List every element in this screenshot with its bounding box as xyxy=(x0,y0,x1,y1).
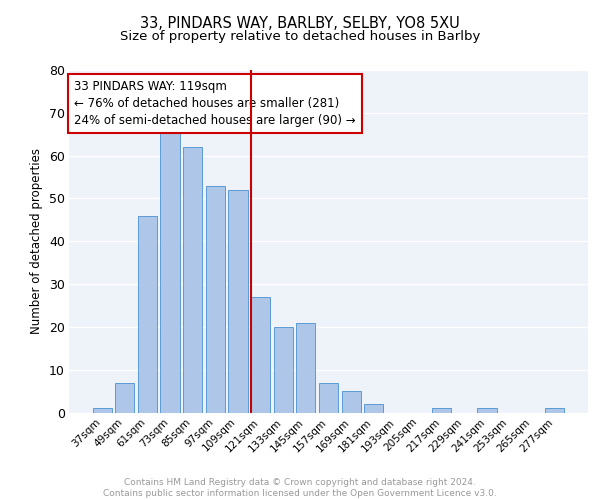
Bar xyxy=(341,391,361,412)
Text: Contains HM Land Registry data © Crown copyright and database right 2024.
Contai: Contains HM Land Registry data © Crown c… xyxy=(103,478,497,498)
Text: 33 PINDARS WAY: 119sqm
← 76% of detached houses are smaller (281)
24% of semi-de: 33 PINDARS WAY: 119sqm ← 76% of detached… xyxy=(74,80,356,128)
Bar xyxy=(432,408,451,412)
Bar xyxy=(92,408,112,412)
Bar xyxy=(251,297,270,412)
Bar xyxy=(296,322,316,412)
Bar xyxy=(229,190,248,412)
Bar xyxy=(183,147,202,412)
Text: Size of property relative to detached houses in Barlby: Size of property relative to detached ho… xyxy=(120,30,480,43)
Bar xyxy=(319,382,338,412)
Bar xyxy=(115,382,134,412)
Bar xyxy=(545,408,565,412)
Bar xyxy=(274,327,293,412)
Bar xyxy=(206,186,225,412)
Text: 33, PINDARS WAY, BARLBY, SELBY, YO8 5XU: 33, PINDARS WAY, BARLBY, SELBY, YO8 5XU xyxy=(140,16,460,31)
Bar xyxy=(138,216,157,412)
Bar xyxy=(477,408,497,412)
Y-axis label: Number of detached properties: Number of detached properties xyxy=(30,148,43,334)
Bar xyxy=(160,126,180,412)
Bar xyxy=(364,404,383,412)
